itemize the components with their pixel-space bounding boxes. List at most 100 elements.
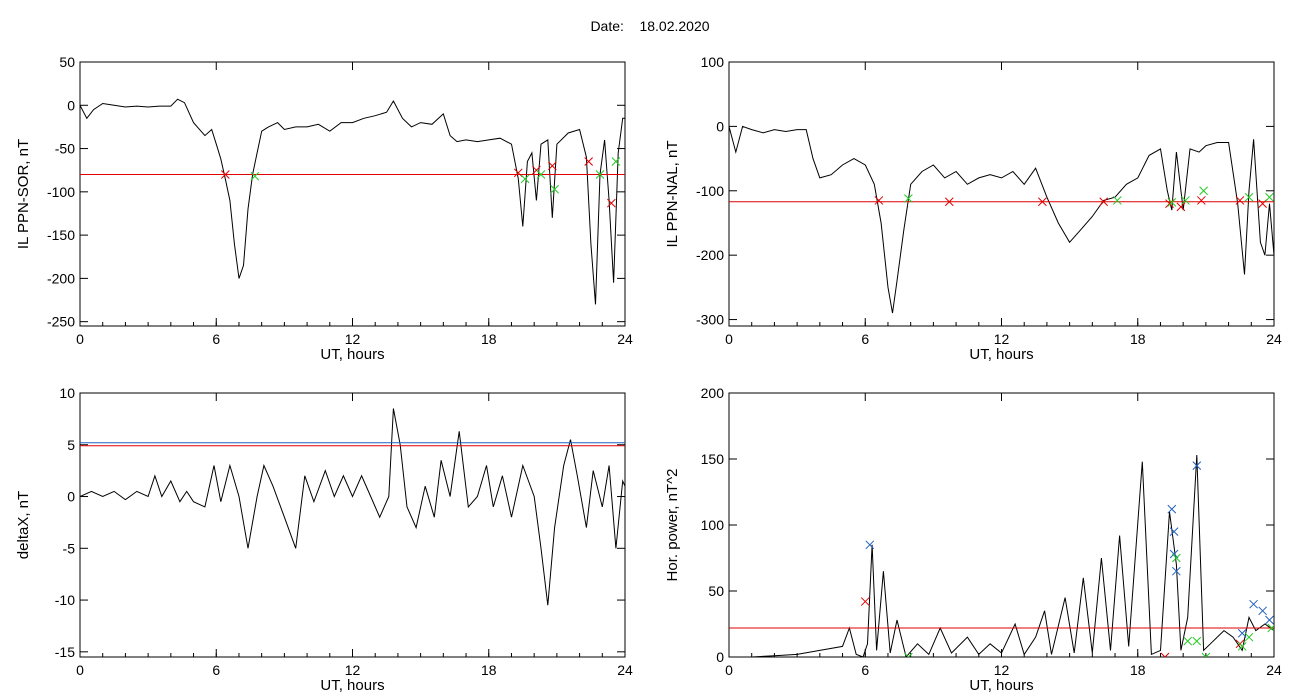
event-marker (1167, 504, 1177, 514)
event-marker (1192, 461, 1202, 470)
event-marker (1099, 197, 1109, 207)
x-axis-label: UT, hours (320, 346, 384, 363)
plot-frame (728, 61, 1275, 327)
event-marker (607, 198, 616, 208)
data-line (729, 454, 1274, 657)
event-marker (547, 161, 557, 171)
plot-area (729, 125, 1274, 314)
event-marker (1165, 199, 1174, 209)
event-marker (1237, 628, 1247, 638)
event-marker (550, 184, 559, 194)
y-tick-label: 0 (67, 489, 75, 505)
y-tick-label: -10 (55, 592, 75, 608)
x-tick-label: 12 (345, 331, 361, 347)
event-marker (1199, 186, 1208, 196)
y-tick-label: -100 (696, 183, 724, 199)
event-marker (944, 197, 954, 207)
y-axis-label: deltaX, nT (15, 491, 32, 559)
panel-4: 0 6 12 18 24 200 150 100 50 0 UT, hours Hor. power,… (664, 385, 1282, 694)
event-marker (1038, 197, 1047, 207)
event-marker (595, 170, 605, 179)
y-tick-label: -15 (55, 644, 75, 660)
event-marker (1171, 553, 1181, 563)
y-tick-label: 50 (59, 54, 75, 70)
y-tick-label: 100 (701, 517, 725, 533)
x-tick-label: 24 (617, 662, 633, 678)
panel-2: 0 6 12 18 24 100 0 -100 -200 -300 UT, hours IL PPN-… (664, 54, 1282, 363)
y-tick-label: -300 (696, 312, 724, 328)
event-marker (1176, 202, 1186, 212)
x-tick-label: 0 (725, 662, 733, 678)
panel-1: 0 6 12 18 24 50 0 -50 -100 -150 -200 -250 UT, hours I… (15, 54, 633, 363)
date-label: Date: (590, 18, 624, 34)
x-tick-label: 24 (617, 331, 633, 347)
x-tick-label: 0 (76, 662, 84, 678)
y-tick-label: -200 (47, 270, 75, 286)
event-marker (1192, 636, 1202, 646)
event-marker (1160, 652, 1170, 657)
event-marker (513, 168, 523, 178)
event-marker (584, 157, 594, 166)
y-tick-label: 0 (716, 118, 724, 134)
event-marker (1171, 566, 1181, 576)
y-tick-label: 0 (67, 97, 75, 113)
x-tick-label: 12 (994, 331, 1010, 347)
x-tick-label: 12 (994, 662, 1010, 678)
x-tick-label: 6 (212, 331, 220, 347)
y-tick-label: -5 (63, 540, 76, 556)
event-marker (874, 196, 884, 205)
x-tick-label: 6 (861, 331, 869, 347)
data-line (80, 408, 625, 606)
x-axis-label: UT, hours (969, 677, 1033, 694)
y-axis-label: Hor. power, nT^2 (664, 469, 681, 582)
event-marker (1183, 636, 1193, 646)
y-tick-label: -50 (55, 141, 75, 157)
event-marker (1258, 606, 1268, 616)
y-tick-label: -100 (47, 184, 75, 200)
plot-frame (79, 61, 626, 327)
x-tick-label: 18 (1130, 331, 1146, 347)
event-marker (1112, 196, 1122, 205)
event-marker (536, 170, 546, 179)
event-marker (1244, 632, 1254, 642)
y-tick-label: 5 (67, 437, 75, 453)
event-marker (1196, 196, 1206, 205)
y-tick-label: 200 (701, 385, 725, 401)
y-tick-label: 10 (59, 385, 75, 401)
x-tick-label: 6 (212, 662, 220, 678)
plot-area (80, 98, 625, 305)
y-axis-label: IL PPN-SOR, nT (15, 139, 32, 249)
event-marker (904, 194, 913, 203)
event-marker (865, 540, 875, 550)
event-marker (1169, 527, 1179, 536)
x-axis-label: UT, hours (320, 677, 384, 694)
event-marker (1181, 196, 1190, 205)
event-marker (1249, 599, 1258, 609)
x-axis-label: UT, hours (969, 346, 1033, 363)
y-tick-label: 50 (708, 583, 724, 599)
y-tick-label: 100 (701, 54, 725, 70)
event-marker (1201, 652, 1211, 657)
data-line (729, 125, 1274, 314)
y-tick-label: -250 (47, 314, 75, 330)
event-marker (1265, 615, 1274, 625)
event-marker (1235, 196, 1245, 205)
x-tick-label: 6 (861, 662, 869, 678)
plot-area (729, 454, 1274, 657)
event-marker (1244, 192, 1254, 202)
panel-3: 0 6 12 18 24 10 5 0 -5 -10 -15 UT, hours deltaX, nT (15, 385, 633, 694)
x-tick-label: 12 (345, 662, 361, 678)
y-tick-label: -200 (696, 247, 724, 263)
y-tick-label: 0 (716, 649, 724, 665)
event-marker (611, 157, 621, 166)
event-marker (904, 652, 913, 657)
plot-frame (728, 392, 1275, 658)
event-marker (250, 171, 260, 181)
y-axis-label: IL PPN-NAL, nT (664, 141, 681, 248)
event-marker (1267, 623, 1274, 633)
event-marker (1167, 198, 1177, 207)
x-tick-label: 0 (76, 331, 84, 347)
event-marker (1237, 642, 1247, 651)
event-marker (220, 170, 230, 179)
x-tick-label: 24 (1266, 331, 1282, 347)
